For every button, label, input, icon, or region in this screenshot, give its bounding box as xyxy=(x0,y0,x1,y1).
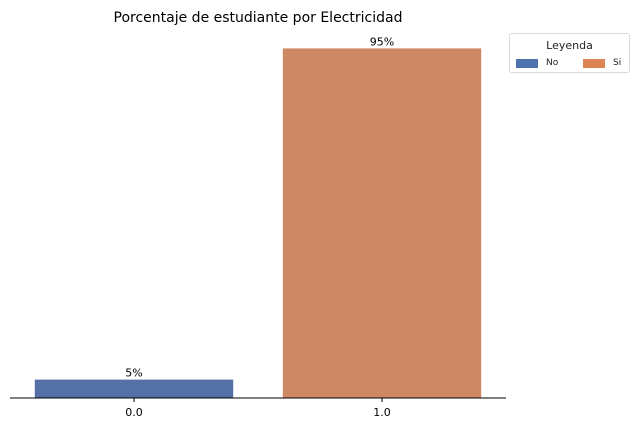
x-axis-ticks: 0.0 1.0 xyxy=(125,398,391,419)
chart-title: Porcentaje de estudiante por Electricida… xyxy=(114,10,403,26)
legend-title: Leyenda xyxy=(546,39,593,52)
bar-1.0 xyxy=(282,48,482,399)
x-tick-label-0.0: 0.0 xyxy=(125,406,143,419)
legend-item-no: No xyxy=(516,57,558,69)
legend-swatch-si xyxy=(583,58,605,68)
legend-item-si: Si xyxy=(583,57,621,69)
legend-label-no: No xyxy=(546,58,559,68)
bar-0.0 xyxy=(34,379,234,398)
legend-swatch-no xyxy=(516,58,538,68)
bar-value-label-0.0: 5% xyxy=(125,367,142,380)
bar-value-labels: 5% 95% xyxy=(125,35,394,379)
x-tick-label-1.0: 1.0 xyxy=(373,406,391,419)
legend: Leyenda No Si xyxy=(509,33,630,73)
bars-group xyxy=(34,48,482,399)
legend-label-si: Si xyxy=(613,58,622,68)
bar-value-label-1.0: 95% xyxy=(370,35,394,48)
